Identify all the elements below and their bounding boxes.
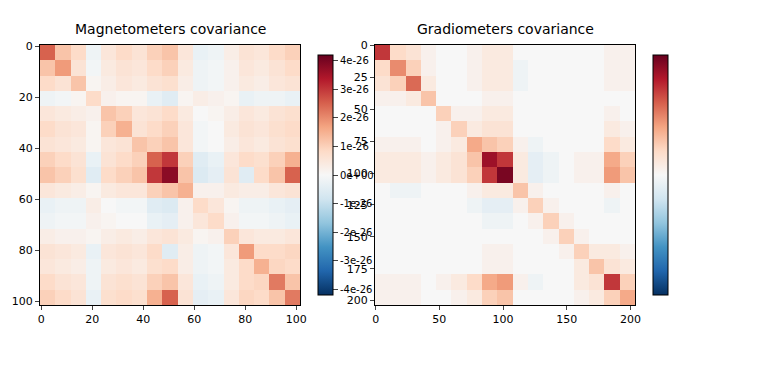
svg-text:Gradiometers covariance: Gradiometers covariance (417, 21, 594, 37)
svg-text:125: 125 (347, 199, 368, 212)
svg-text:25: 25 (354, 71, 368, 84)
svg-text:4e-26: 4e-26 (340, 55, 369, 66)
svg-text:-3e-26: -3e-26 (340, 255, 372, 266)
svg-text:60: 60 (19, 193, 33, 206)
svg-text:1e-26: 1e-26 (340, 141, 369, 152)
svg-text:20: 20 (85, 313, 99, 326)
svg-text:80: 80 (238, 313, 252, 326)
svg-text:20: 20 (19, 91, 33, 104)
svg-text:3e-26: 3e-26 (340, 84, 369, 95)
svg-text:0e+00: 0e+00 (340, 170, 374, 181)
svg-text:0: 0 (361, 39, 368, 52)
svg-text:-4e-26: -4e-26 (340, 284, 372, 295)
svg-text:0: 0 (26, 40, 33, 53)
svg-text:2e-26: 2e-26 (340, 112, 369, 123)
svg-text:100: 100 (347, 167, 368, 180)
svg-text:175: 175 (347, 263, 368, 276)
svg-text:40: 40 (19, 142, 33, 155)
svg-text:100: 100 (12, 295, 33, 308)
svg-text:200: 200 (347, 294, 368, 307)
svg-text:50: 50 (432, 313, 446, 326)
svg-text:200: 200 (620, 313, 641, 326)
svg-text:0: 0 (38, 313, 45, 326)
svg-text:100: 100 (493, 313, 514, 326)
svg-text:75: 75 (354, 135, 368, 148)
svg-text:-2e-26: -2e-26 (340, 227, 372, 238)
svg-text:150: 150 (556, 313, 577, 326)
svg-text:80: 80 (19, 244, 33, 257)
svg-text:0: 0 (372, 313, 379, 326)
svg-text:60: 60 (187, 313, 201, 326)
svg-text:150: 150 (347, 231, 368, 244)
svg-text:-1e-26: -1e-26 (340, 198, 372, 209)
svg-text:50: 50 (354, 103, 368, 116)
svg-text:100: 100 (286, 313, 307, 326)
svg-text:Magnetometers covariance: Magnetometers covariance (75, 21, 266, 37)
svg-text:40: 40 (136, 313, 150, 326)
